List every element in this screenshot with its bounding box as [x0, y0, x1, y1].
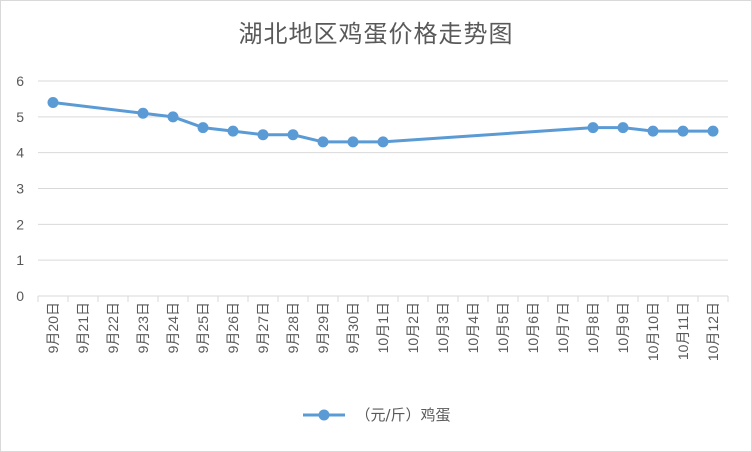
x-tick-label: 10月9日	[615, 302, 631, 353]
data-point	[677, 125, 689, 137]
x-tick-label: 9月20日	[45, 302, 61, 353]
data-point	[197, 122, 209, 134]
data-point	[257, 129, 269, 141]
x-tick-label: 10月8日	[585, 302, 601, 353]
data-point	[167, 111, 179, 123]
x-tick-label: 10月7日	[555, 302, 571, 353]
y-tick-label: 4	[16, 145, 24, 161]
x-tick-label: 9月25日	[195, 302, 211, 353]
y-tick-label: 1	[16, 252, 24, 268]
legend: （元/斤）鸡蛋	[0, 404, 752, 425]
x-tick-label: 10月2日	[405, 302, 421, 353]
series-line	[51, 101, 715, 144]
x-tick-label: 9月26日	[225, 302, 241, 353]
chart-title: 湖北地区鸡蛋价格走势图	[238, 20, 514, 48]
x-tick-label: 10月6日	[525, 302, 541, 353]
data-point	[617, 122, 629, 134]
x-tick-label: 10月4日	[465, 302, 481, 353]
legend-label: （元/斤）鸡蛋	[355, 406, 451, 424]
y-tick-label: 0	[16, 288, 24, 304]
x-tick-label: 10月3日	[435, 302, 451, 353]
data-point	[137, 107, 149, 119]
data-point	[707, 125, 719, 137]
x-tick-label: 9月23日	[135, 302, 151, 353]
y-tick-label: 5	[16, 109, 24, 125]
x-tick-label: 9月29日	[315, 302, 331, 353]
x-tick-label: 9月21日	[75, 302, 91, 353]
x-tick-label: 9月24日	[165, 302, 181, 353]
x-tick-label: 10月12日	[705, 302, 721, 361]
x-tick-label: 9月30日	[345, 302, 361, 353]
data-point	[317, 136, 329, 148]
data-point	[227, 125, 239, 137]
legend-swatch	[303, 409, 346, 420]
y-tick-label: 3	[16, 181, 24, 197]
data-point	[377, 136, 389, 148]
x-tick-label: 10月10日	[645, 302, 661, 361]
data-point	[587, 122, 599, 134]
y-tick-label: 2	[16, 216, 24, 232]
data-point	[347, 136, 359, 148]
data-point	[287, 129, 299, 141]
x-tick-label: 9月22日	[105, 302, 121, 353]
y-tick-label: 6	[16, 73, 24, 89]
data-point	[647, 125, 659, 137]
x-tick-label: 10月5日	[495, 302, 511, 353]
x-tick-label: 9月28日	[285, 302, 301, 353]
data-point	[47, 97, 59, 108]
x-tick-label: 10月1日	[375, 302, 391, 353]
x-tick-label: 10月11日	[675, 302, 691, 360]
x-tick-label: 9月27日	[255, 302, 271, 353]
